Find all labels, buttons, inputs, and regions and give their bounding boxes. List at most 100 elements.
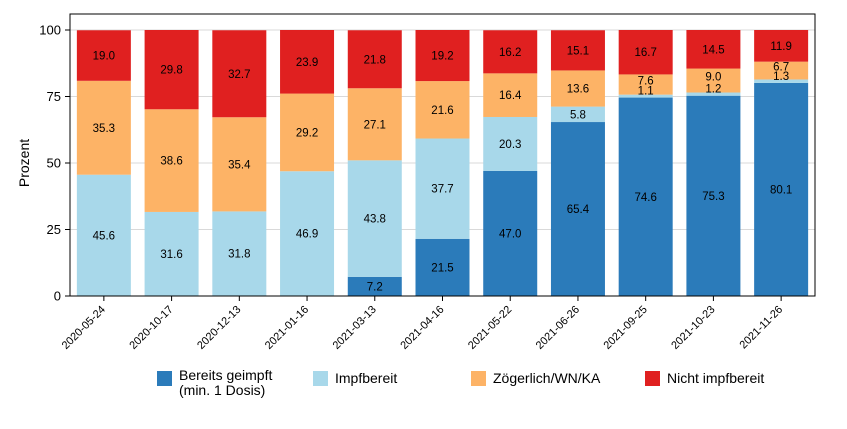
bar-segment — [347, 88, 402, 161]
legend-item: Zögerlich/WN/KA — [471, 370, 601, 386]
bars — [76, 30, 809, 297]
legend-swatch — [157, 371, 172, 386]
bar-data-label: 14.5 — [702, 44, 724, 56]
bar-segment — [550, 122, 605, 296]
bar-data-label: 19.0 — [93, 51, 115, 63]
bar-segment — [686, 95, 741, 297]
bar-segment — [144, 211, 199, 296]
bar-data-label: 21.8 — [364, 54, 386, 66]
bar-segment — [144, 109, 199, 212]
bar-segment — [754, 61, 809, 80]
bar-segment — [483, 73, 538, 117]
legend-swatch — [645, 371, 660, 386]
bar-segment — [550, 30, 605, 71]
bar-segment — [483, 170, 538, 296]
bar-segment — [618, 74, 673, 95]
bar-data-label: 37.7 — [431, 184, 453, 196]
bar-segment — [280, 30, 335, 94]
bar-segment — [347, 30, 402, 89]
bar-data-label: 31.6 — [160, 249, 182, 261]
legend-swatch — [471, 371, 486, 386]
bar-segment — [483, 116, 538, 171]
bar-segment — [754, 82, 809, 297]
bar-data-label: 23.9 — [296, 57, 318, 69]
legend-item: Bereits geimpft (min. 1 Dosis) — [157, 367, 272, 398]
bar-segment — [347, 276, 402, 296]
bar-data-label: 45.6 — [93, 230, 115, 242]
y-tick-label: 100 — [39, 23, 61, 38]
bar-segment — [754, 79, 809, 83]
bar-segment — [76, 80, 131, 175]
bar-data-label: 35.4 — [228, 159, 251, 171]
bar-data-label: 29.8 — [160, 65, 182, 77]
bar-data-label: 27.1 — [364, 119, 386, 131]
bar-data-label: 9.0 — [705, 72, 721, 84]
bar-data-label: 21.5 — [431, 262, 453, 274]
bar-data-label: 16.7 — [634, 47, 656, 59]
bar-segment — [483, 30, 538, 74]
bar-data-label: 35.3 — [93, 123, 115, 135]
bar-data-label: 80.1 — [770, 184, 792, 196]
data-labels: 45.6 35.3 19.0 31.6 38.6 29.8 31.8 35.4 32.7 46.9… — [93, 41, 793, 294]
bar-segment — [347, 160, 402, 277]
legend-item: Impfbereit — [313, 370, 397, 386]
bar-data-label: 7.2 — [367, 281, 383, 293]
bar-data-label: 65.4 — [567, 204, 590, 216]
bar-data-label: 5.8 — [570, 109, 586, 121]
bar-data-label: 31.8 — [228, 249, 250, 261]
bar-segment — [754, 30, 809, 62]
y-tick-label: 50 — [47, 156, 61, 171]
bar-data-label: 7.6 — [638, 76, 654, 88]
bar-segment — [415, 238, 470, 296]
bar-segment — [686, 30, 741, 69]
bar-segment — [212, 117, 267, 212]
bar-data-label: 29.2 — [296, 127, 318, 139]
bar-data-label: 6.7 — [773, 62, 789, 74]
bar-data-label: 13.6 — [567, 84, 589, 96]
bar-segment — [212, 211, 267, 296]
bar-segment — [212, 30, 267, 118]
bar-data-label: 1.2 — [705, 84, 721, 96]
bar-segment — [280, 171, 335, 296]
bar-segment — [76, 30, 131, 81]
legend: Bereits geimpft (min. 1 Dosis) Impfbereit Z… — [157, 367, 764, 398]
legend-label: Zögerlich/WN/KA — [493, 370, 601, 386]
y-axis-title: Prozent — [16, 139, 32, 187]
bar-data-label: 21.6 — [431, 105, 453, 117]
y-axis: 0 25 50 75 100 — [39, 23, 70, 304]
bar-data-label: 16.4 — [499, 90, 522, 102]
bar-data-label: 19.2 — [431, 51, 453, 63]
y-tick-label: 75 — [47, 89, 61, 104]
legend-label: Bereits geimpft (min. 1 Dosis) — [179, 367, 272, 398]
bar-data-label: 20.3 — [499, 139, 521, 151]
bar-segment — [280, 93, 335, 172]
bar-segment — [618, 97, 673, 297]
bar-segment — [415, 30, 470, 82]
legend-label: Impfbereit — [335, 370, 397, 386]
bar-data-label: 16.2 — [499, 47, 521, 59]
y-tick-label: 0 — [54, 289, 61, 304]
bar-data-label: 15.1 — [567, 45, 589, 57]
bar-data-label: 38.6 — [160, 156, 182, 168]
bar-segment — [686, 68, 741, 93]
bar-data-label: 32.7 — [228, 69, 250, 81]
bar-segment — [415, 138, 470, 239]
legend-swatch — [313, 371, 328, 386]
bar-segment — [550, 106, 605, 123]
bar-data-label: 1.3 — [773, 71, 789, 83]
bar-data-label: 43.8 — [364, 214, 386, 226]
legend-label: Nicht impfbereit — [667, 370, 764, 386]
bar-data-label: 11.9 — [770, 41, 792, 53]
bar-data-label: 46.9 — [296, 229, 318, 241]
bar-segment — [415, 81, 470, 139]
bar-segment — [76, 174, 131, 296]
bar-data-label: 1.1 — [638, 86, 654, 98]
bar-segment — [550, 70, 605, 107]
y-tick-label: 25 — [47, 222, 61, 237]
bar-segment — [144, 30, 199, 110]
bar-data-label: 74.6 — [634, 192, 656, 204]
legend-item: Nicht impfbereit — [645, 370, 764, 386]
bar-segment — [618, 30, 673, 75]
